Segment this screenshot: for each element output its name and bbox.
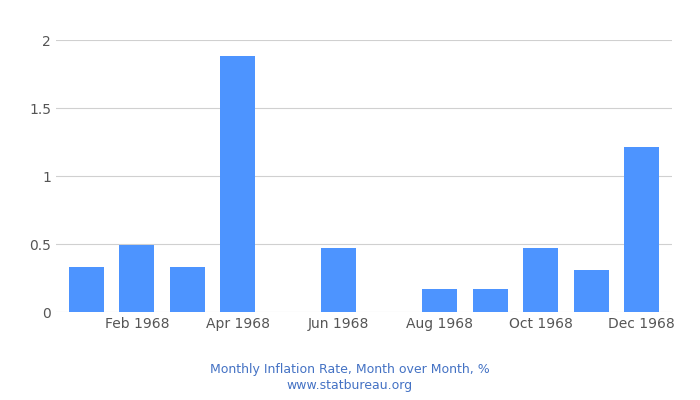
- Bar: [422, 289, 457, 312]
- Bar: [169, 267, 205, 312]
- Bar: [321, 248, 356, 312]
- Bar: [624, 148, 659, 312]
- Bar: [69, 267, 104, 312]
- Text: www.statbureau.org: www.statbureau.org: [287, 380, 413, 392]
- Text: Monthly Inflation Rate, Month over Month, %: Monthly Inflation Rate, Month over Month…: [210, 364, 490, 376]
- Bar: [523, 248, 559, 312]
- Legend: United Kingdom, 1968: United Kingdom, 1968: [265, 395, 463, 400]
- Bar: [473, 289, 508, 312]
- Bar: [119, 245, 155, 312]
- Bar: [220, 56, 256, 312]
- Bar: [573, 270, 609, 312]
